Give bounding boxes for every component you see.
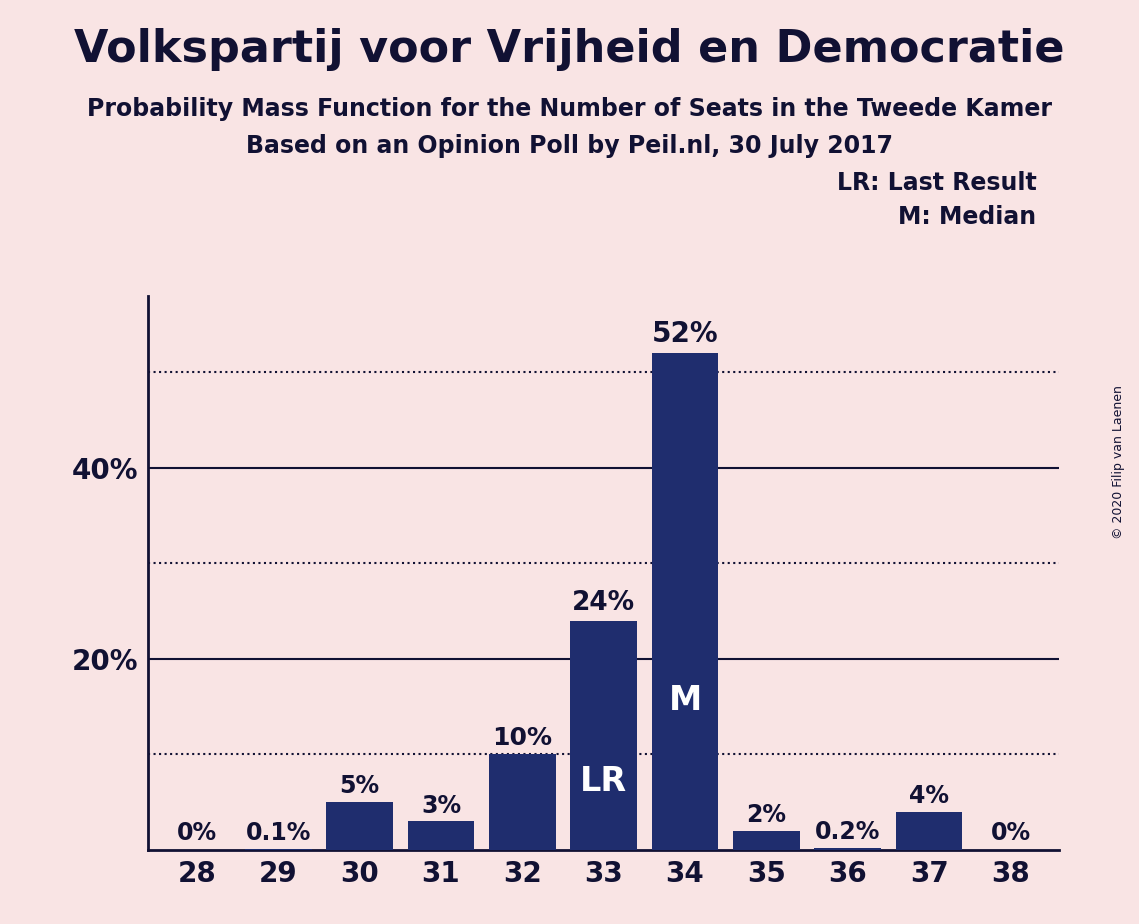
Bar — [489, 755, 556, 850]
Bar — [326, 802, 393, 850]
Text: Probability Mass Function for the Number of Seats in the Tweede Kamer: Probability Mass Function for the Number… — [87, 97, 1052, 121]
Text: 0.1%: 0.1% — [246, 821, 311, 845]
Bar — [408, 821, 474, 850]
Text: Volkspartij voor Vrijheid en Democratie: Volkspartij voor Vrijheid en Democratie — [74, 28, 1065, 71]
Text: 3%: 3% — [421, 794, 461, 818]
Text: 0%: 0% — [991, 821, 1031, 845]
Text: 24%: 24% — [572, 590, 636, 616]
Bar — [814, 848, 882, 850]
Text: Based on an Opinion Poll by Peil.nl, 30 July 2017: Based on an Opinion Poll by Peil.nl, 30 … — [246, 134, 893, 158]
Bar — [245, 849, 312, 850]
Bar — [734, 831, 800, 850]
Bar — [571, 621, 637, 850]
Text: 5%: 5% — [339, 774, 379, 798]
Text: 52%: 52% — [652, 321, 719, 348]
Text: 10%: 10% — [492, 725, 552, 749]
Text: M: Median: M: Median — [899, 205, 1036, 229]
Bar — [895, 812, 962, 850]
Text: 2%: 2% — [746, 803, 786, 827]
Text: 0%: 0% — [177, 821, 216, 845]
Text: M: M — [669, 685, 702, 717]
Text: LR: LR — [580, 765, 628, 797]
Text: LR: Last Result: LR: Last Result — [837, 171, 1036, 195]
Text: 0.2%: 0.2% — [816, 821, 880, 845]
Text: 4%: 4% — [909, 784, 949, 808]
Text: © 2020 Filip van Laenen: © 2020 Filip van Laenen — [1112, 385, 1125, 539]
Bar — [652, 353, 719, 850]
